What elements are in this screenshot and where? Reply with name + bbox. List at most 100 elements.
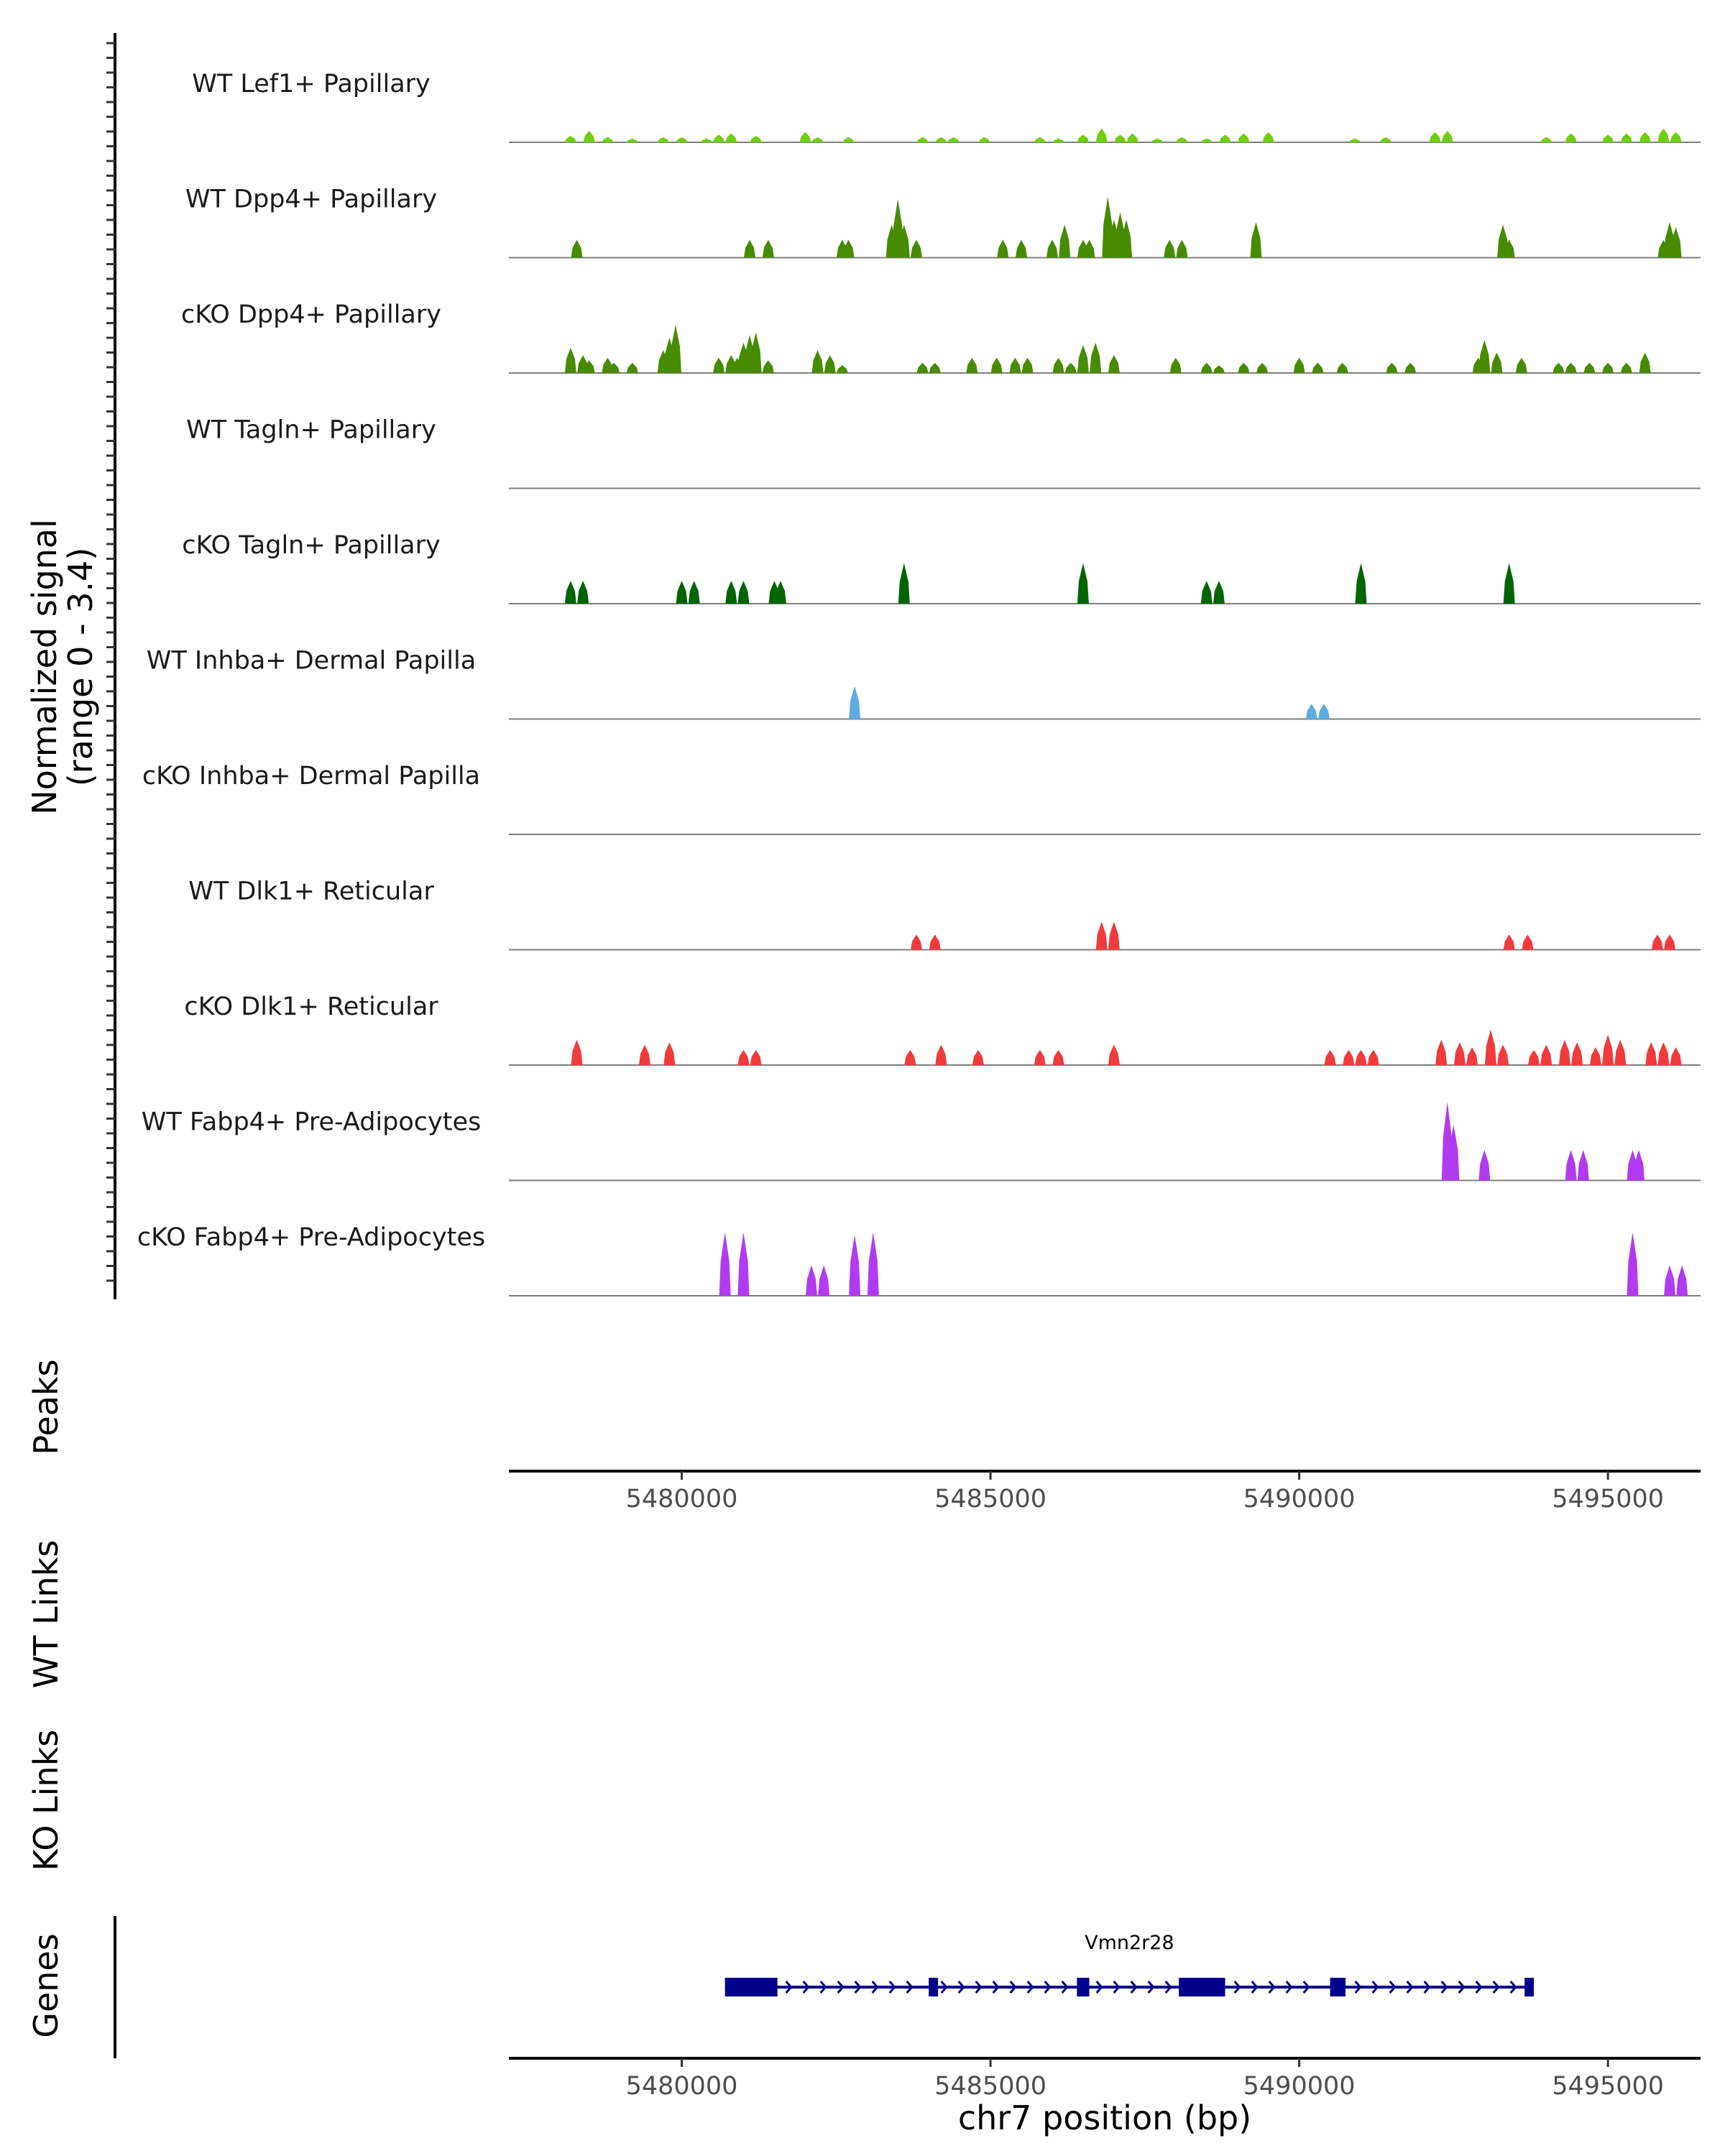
strand-arrow bbox=[1406, 1981, 1414, 1994]
strand-arrow bbox=[940, 1981, 948, 1994]
strand-arrow bbox=[957, 1981, 965, 1994]
signal-peak bbox=[1565, 1150, 1577, 1181]
y-axis-label-line2: (range 0 - 3.4) bbox=[61, 548, 100, 787]
signal-peak bbox=[910, 239, 922, 258]
track-label: cKO Dpp4+ Papillary bbox=[181, 300, 441, 329]
signal-peak bbox=[571, 1039, 583, 1065]
signal-peak bbox=[669, 324, 681, 373]
gene-exon bbox=[1330, 1978, 1346, 1996]
track-label: WT Lef1+ Papillary bbox=[192, 70, 431, 98]
signal-peak bbox=[1009, 357, 1021, 373]
signal-peak bbox=[1602, 362, 1614, 373]
track-label: cKO Fabp4+ Pre-Adipocytes bbox=[137, 1223, 485, 1252]
track-wt-fabp4-pre-adipocytes: WT Fabp4+ Pre-Adipocytes bbox=[142, 1102, 1701, 1181]
signal-peak bbox=[1052, 138, 1064, 142]
genes-track-label: Genes bbox=[27, 1933, 65, 2037]
strand-arrow bbox=[1440, 1981, 1448, 1994]
signal-peak bbox=[990, 357, 1003, 373]
signal-peak bbox=[849, 1235, 861, 1296]
signal-peak bbox=[1077, 345, 1089, 373]
signal-peak bbox=[811, 350, 824, 373]
signal-peak bbox=[1095, 921, 1108, 950]
strand-arrow bbox=[888, 1981, 896, 1994]
signal-peak bbox=[762, 360, 774, 373]
signal-peak bbox=[713, 357, 725, 373]
signal-peak bbox=[1238, 133, 1250, 142]
signal-peak bbox=[1219, 134, 1231, 142]
y-axis-label-line1: Normalized signal bbox=[25, 519, 64, 815]
signal-peak bbox=[1614, 1039, 1627, 1065]
gene-vmn2r28: Vmn2r28 bbox=[724, 1932, 1535, 1996]
strand-arrow bbox=[1164, 1981, 1172, 1994]
track-cko-fabp4-pre-adipocytes: cKO Fabp4+ Pre-Adipocytes bbox=[137, 1223, 1701, 1296]
signal-peak bbox=[1126, 133, 1138, 142]
signal-peak bbox=[1108, 921, 1120, 950]
signal-peak bbox=[583, 131, 595, 142]
signal-peak bbox=[737, 581, 750, 604]
signal-peak bbox=[966, 357, 978, 373]
x-tick-label: 5480000 bbox=[626, 2072, 738, 2101]
signal-peak bbox=[774, 581, 786, 604]
signal-peak bbox=[978, 137, 990, 142]
signal-peak bbox=[713, 134, 725, 142]
signal-peak bbox=[1169, 357, 1182, 373]
track-cko-dpp4-papillary: cKO Dpp4+ Papillary bbox=[181, 300, 1701, 374]
signal-peak bbox=[1108, 355, 1120, 373]
track-label: WT Dpp4+ Papillary bbox=[185, 185, 437, 214]
signal-peak bbox=[929, 362, 941, 373]
signal-peak bbox=[750, 136, 762, 142]
signal-peak bbox=[1238, 362, 1250, 373]
signal-peak bbox=[997, 239, 1009, 258]
signal-peak bbox=[849, 686, 861, 719]
signal-peak bbox=[1336, 362, 1348, 373]
signal-peak bbox=[824, 355, 836, 373]
peaks-x-axis: 5480000 5485000 5490000 5495000 bbox=[626, 1471, 1664, 1514]
signal-peak bbox=[1571, 1042, 1583, 1065]
signal-peak bbox=[1343, 1049, 1355, 1065]
track-wt-inhba-dermal-papilla: WT Inhba+ Dermal Papilla bbox=[147, 647, 1701, 720]
signal-peak bbox=[1651, 934, 1663, 950]
signal-peak bbox=[867, 1232, 879, 1296]
signal-peak bbox=[762, 239, 774, 258]
strand-arrow bbox=[871, 1981, 879, 1994]
signal-peak bbox=[737, 1232, 750, 1296]
x-tick-label: 5485000 bbox=[934, 2072, 1046, 2101]
signal-peak bbox=[836, 365, 848, 373]
signal-peak bbox=[842, 137, 855, 142]
signal-peak bbox=[1200, 362, 1213, 373]
signal-peak bbox=[916, 137, 929, 142]
signal-peak bbox=[1317, 704, 1330, 719]
signal-peak bbox=[1670, 1047, 1682, 1065]
signal-peak bbox=[1670, 227, 1682, 258]
track-cko-inhba-dermal-papilla: cKO Inhba+ Dermal Papilla bbox=[142, 762, 1701, 835]
x-tick-label: 5495000 bbox=[1552, 2072, 1664, 2101]
signal-peak bbox=[1367, 1049, 1379, 1065]
signal-peak bbox=[1077, 563, 1089, 604]
signal-peak bbox=[1046, 239, 1058, 258]
signal-peak bbox=[1121, 219, 1133, 258]
signal-peak bbox=[935, 1044, 947, 1065]
signal-peak bbox=[1602, 134, 1614, 142]
signal-peak bbox=[688, 581, 700, 604]
signal-peak bbox=[571, 239, 583, 258]
signal-peak bbox=[1676, 1265, 1688, 1296]
signal-peak bbox=[626, 138, 638, 142]
signal-peak bbox=[657, 137, 669, 142]
signal-peak bbox=[1256, 362, 1269, 373]
strand-arrow bbox=[1147, 1981, 1155, 1994]
strand-arrow bbox=[837, 1981, 845, 1994]
signal-peak bbox=[929, 934, 941, 950]
strand-arrow bbox=[1371, 1981, 1379, 1994]
gene-annotations: Vmn2r28 bbox=[724, 1932, 1535, 1996]
signal-peak bbox=[1052, 1049, 1064, 1065]
strand-arrow bbox=[1302, 1981, 1310, 1994]
signal-peak bbox=[676, 581, 688, 604]
signal-peak bbox=[1497, 1044, 1509, 1065]
x-axis-title: chr7 position (bp) bbox=[958, 2099, 1251, 2137]
signal-peak bbox=[750, 1049, 762, 1065]
x-tick-label: 5490000 bbox=[1243, 1485, 1356, 1514]
signal-peak bbox=[1670, 132, 1682, 142]
strand-arrow bbox=[1113, 1981, 1121, 1994]
strand-arrow bbox=[1475, 1981, 1483, 1994]
signal-peak bbox=[1478, 1150, 1491, 1181]
